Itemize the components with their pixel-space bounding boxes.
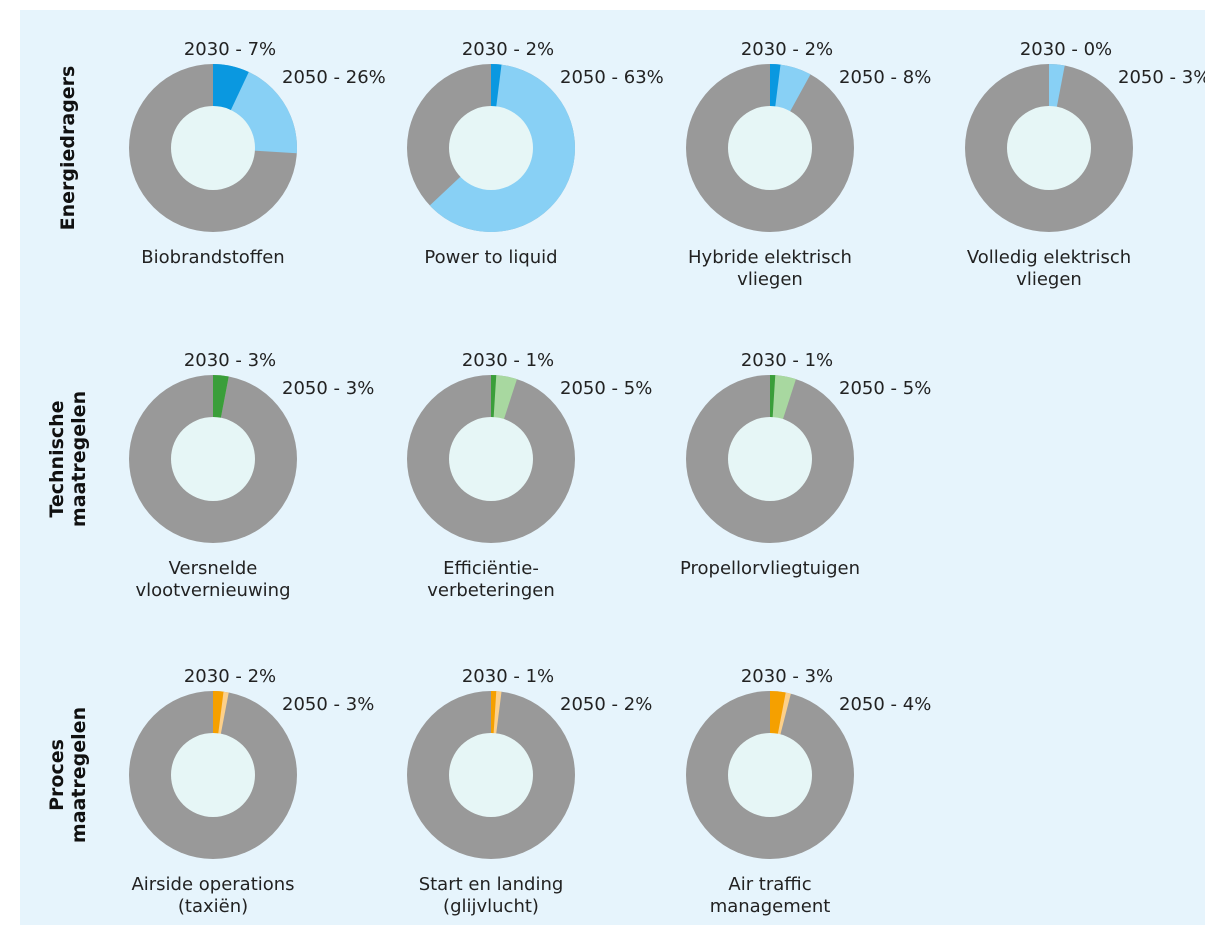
value-label: 2030 - 3% bbox=[741, 666, 833, 687]
chart-title: Efficiëntie-verbeteringen bbox=[427, 558, 554, 601]
value-label: 2050 - 3% bbox=[1118, 67, 1205, 88]
value-label: 2050 - 8% bbox=[839, 67, 931, 88]
value-label: 2030 - 1% bbox=[462, 350, 554, 371]
donut-hole bbox=[449, 417, 533, 501]
donut-hole bbox=[449, 733, 533, 817]
donut-hole bbox=[449, 106, 533, 190]
value-label: 2050 - 26% bbox=[282, 67, 386, 88]
donut-hole bbox=[728, 106, 812, 190]
donut-hole bbox=[728, 417, 812, 501]
value-label: 2050 - 63% bbox=[560, 67, 664, 88]
value-label: 2050 - 5% bbox=[560, 378, 652, 399]
chart-title: Airside operations (taxiën) bbox=[131, 874, 294, 917]
chart-title: Biobrandstoffen bbox=[141, 247, 284, 268]
chart-title: Start en landing (glijvlucht) bbox=[419, 874, 564, 917]
chart-title: Hybride elektrisch vliegen bbox=[688, 247, 852, 290]
charts: Energiedragers Technischemaatregelen Proce… bbox=[46, 39, 1205, 917]
donut-hole bbox=[171, 733, 255, 817]
value-label: 2030 - 2% bbox=[462, 39, 554, 60]
row-label: Technischemaatregelen bbox=[46, 391, 90, 527]
chart-title: Propellorvliegtuigen bbox=[680, 558, 860, 579]
chart-title: Versnelde vlootvernieuwing bbox=[136, 558, 291, 601]
value-label: 2030 - 7% bbox=[184, 39, 276, 60]
chart-title: Air traffic management bbox=[710, 874, 831, 917]
value-label: 2050 - 3% bbox=[282, 378, 374, 399]
row-label: Procesmaatregelen bbox=[46, 707, 90, 843]
value-label: 2050 - 3% bbox=[282, 694, 374, 715]
donut-hole bbox=[1007, 106, 1091, 190]
donut-hole bbox=[171, 417, 255, 501]
value-label: 2030 - 0% bbox=[1020, 39, 1112, 60]
chart-title: Volledig elektrisch vliegen bbox=[967, 247, 1131, 290]
value-label: 2050 - 4% bbox=[839, 694, 931, 715]
value-label: 2030 - 1% bbox=[462, 666, 554, 687]
donut-hole bbox=[728, 733, 812, 817]
value-label: 2030 - 2% bbox=[184, 666, 276, 687]
chart-title: Power to liquid bbox=[424, 247, 557, 268]
row-label: Energiedragers bbox=[57, 66, 79, 231]
value-label: 2050 - 5% bbox=[839, 378, 931, 399]
value-label: 2050 - 2% bbox=[560, 694, 652, 715]
value-label: 2030 - 1% bbox=[741, 350, 833, 371]
donut-hole bbox=[171, 106, 255, 190]
value-label: 2030 - 3% bbox=[184, 350, 276, 371]
value-label: 2030 - 2% bbox=[741, 39, 833, 60]
